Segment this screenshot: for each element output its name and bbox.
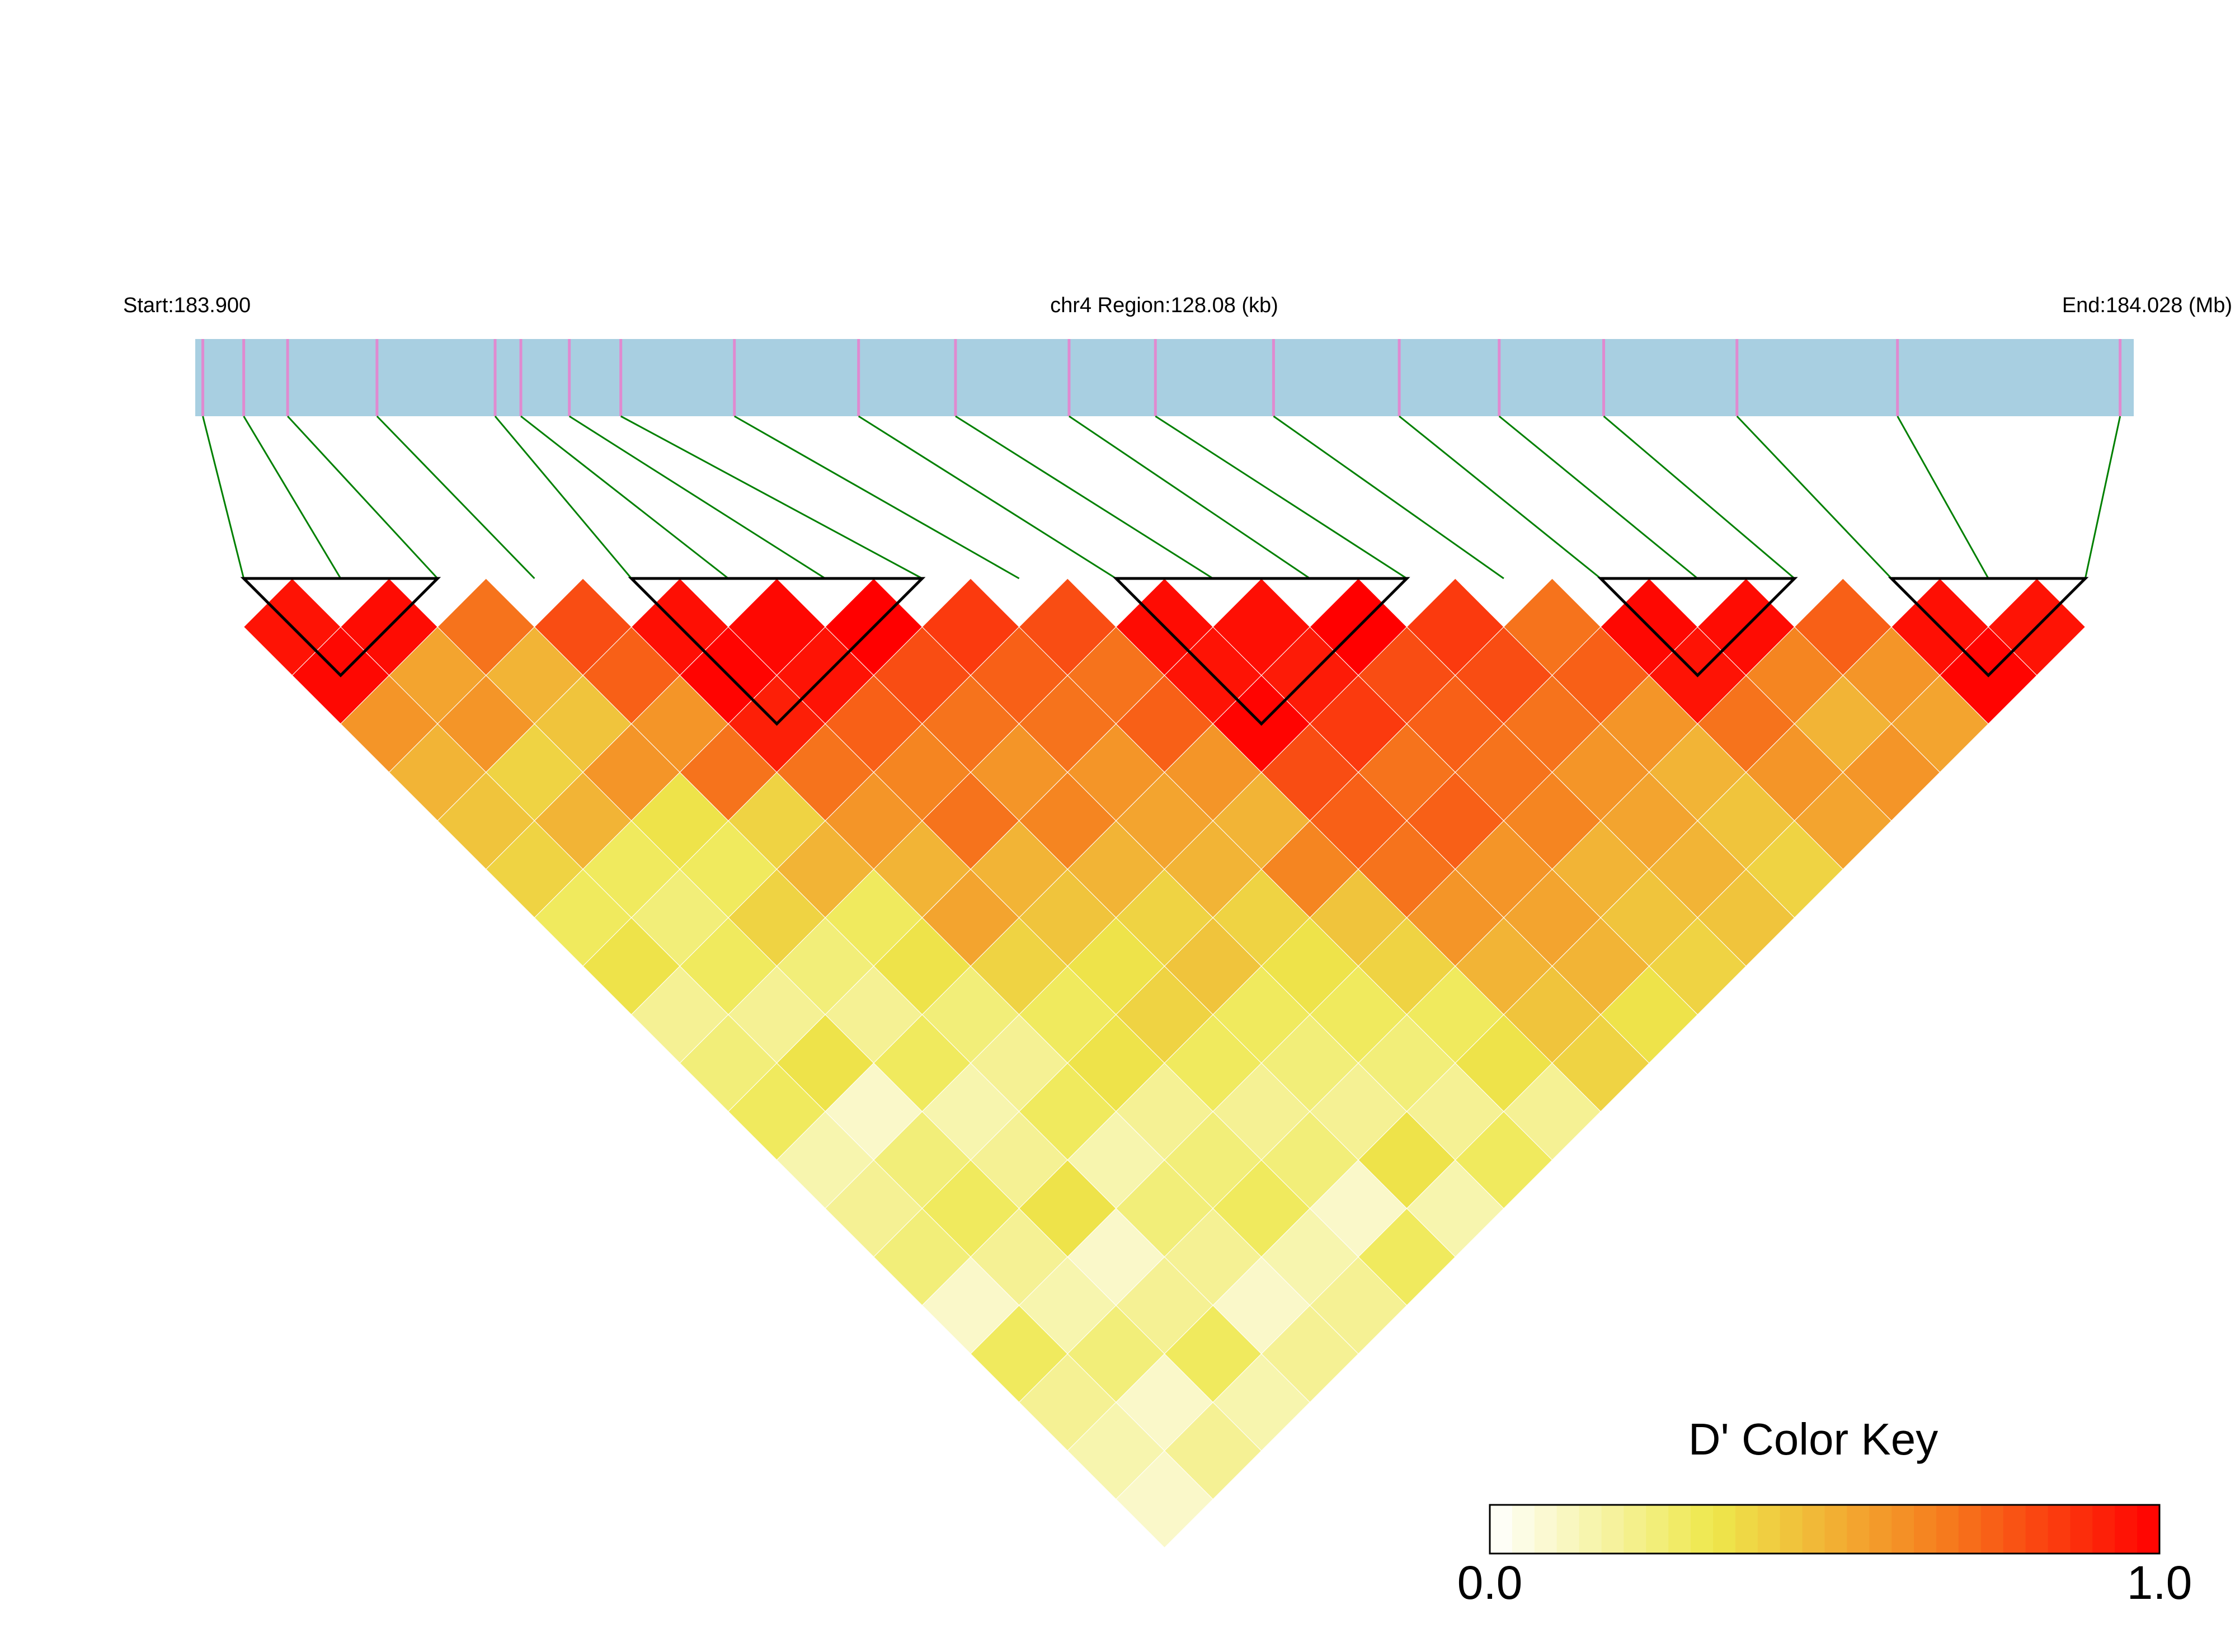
key-swatch xyxy=(1780,1505,1803,1554)
key-swatch xyxy=(1691,1505,1714,1554)
snp-link xyxy=(1736,415,1892,580)
snp-link xyxy=(1897,416,1989,579)
key-swatch xyxy=(1958,1505,1982,1554)
snp-link xyxy=(568,415,826,580)
snp-link xyxy=(2084,416,2121,579)
snp-link xyxy=(1399,415,1602,580)
haplotype-block xyxy=(240,577,441,677)
key-swatch xyxy=(1847,1505,1870,1554)
key-swatch xyxy=(1869,1505,1892,1554)
key-swatch xyxy=(1735,1505,1758,1554)
key-swatch xyxy=(1646,1505,1669,1554)
key-swatch xyxy=(1579,1505,1602,1554)
key-swatch xyxy=(1802,1505,1825,1554)
key-swatch xyxy=(2092,1505,2115,1554)
snp-link xyxy=(1603,415,1795,580)
key-swatch xyxy=(2048,1505,2071,1554)
snp-link xyxy=(520,415,729,580)
snp-link xyxy=(1155,415,1408,580)
key-swatch xyxy=(1914,1505,1937,1554)
end-label: End:184.028 (Mb) xyxy=(2062,294,2232,317)
snp-link xyxy=(202,416,245,579)
snp-link xyxy=(243,416,342,579)
snp-link xyxy=(858,415,1117,580)
chart-title: chr4 Region:128.08 (kb) xyxy=(1050,294,1278,317)
key-swatch xyxy=(1936,1505,1959,1554)
key-swatch xyxy=(1624,1505,1646,1554)
key-swatch xyxy=(1601,1505,1624,1554)
snp-link xyxy=(494,416,632,579)
position-bar xyxy=(195,339,2134,416)
snp-link xyxy=(1273,415,1504,580)
haplotype-block xyxy=(1597,577,1798,677)
key-swatch xyxy=(1512,1505,1535,1554)
start-label: Start:183.900 xyxy=(123,294,251,317)
snp-link xyxy=(376,415,535,580)
haplotype-block xyxy=(628,577,926,726)
key-tick-label: 1.0 xyxy=(2127,1556,2192,1609)
snp-link xyxy=(733,415,1020,580)
snp-link xyxy=(620,415,923,580)
key-border xyxy=(1489,1504,2161,1555)
key-swatch xyxy=(1534,1505,1558,1554)
key-swatch xyxy=(1490,1505,1513,1554)
key-swatch xyxy=(2115,1505,2138,1554)
key-swatch xyxy=(2137,1505,2160,1554)
key-swatch xyxy=(2070,1505,2093,1554)
snp-link xyxy=(287,415,439,580)
snp-link xyxy=(955,415,1213,580)
haplotype-block xyxy=(1888,577,2089,677)
key-swatch xyxy=(1757,1505,1781,1554)
key-swatch xyxy=(1713,1505,1736,1554)
key-swatch xyxy=(1891,1505,1914,1554)
key-tick-label: 0.0 xyxy=(1457,1556,1523,1609)
key-swatch xyxy=(1824,1505,1847,1554)
key-swatch xyxy=(1668,1505,1691,1554)
key-swatch xyxy=(1556,1505,1580,1554)
key-title: D' Color Key xyxy=(1688,1414,1938,1464)
haplotype-block xyxy=(1112,577,1410,726)
snp-link xyxy=(1069,415,1311,580)
key-swatch xyxy=(1980,1505,2004,1554)
key-swatch xyxy=(2003,1505,2026,1554)
snp-link xyxy=(1498,415,1698,580)
key-swatch xyxy=(2025,1505,2048,1554)
